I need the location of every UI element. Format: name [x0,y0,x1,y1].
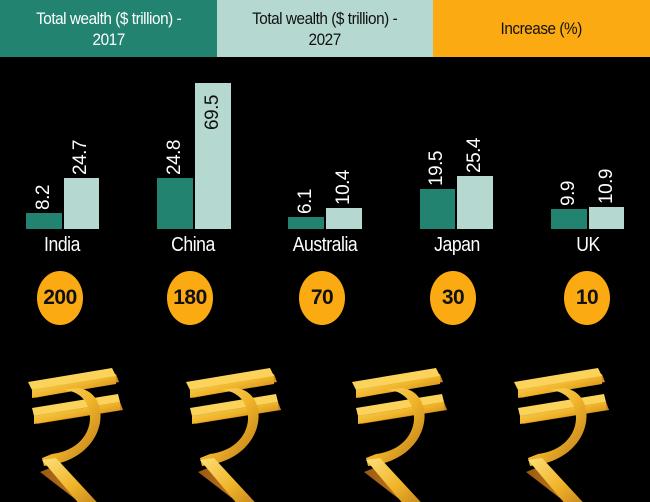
label-china: China [171,234,215,256]
label-uk: UK [576,234,600,256]
legend-2017: Total wealth ($ trillion) - 2017 [0,0,217,57]
bar-uk-2027 [589,207,624,229]
bar-japan-2027 [457,176,493,229]
rupee-icon [180,362,290,502]
rupee-icon [346,362,456,502]
bar-china-2027 [195,83,231,229]
label-japan: Japan [434,234,480,256]
value-china-2017: 24.8 [164,140,185,175]
value-india-2027: 24.7 [70,140,91,175]
value-japan-2027: 25.4 [464,138,485,173]
value-japan-2017: 19.5 [426,151,447,186]
legend-2017-line1: Total wealth ($ trillion) - [35,8,182,28]
bar-india-2017 [26,213,62,229]
increase-badge-australia: 70 [299,271,345,325]
value-australia-2027: 10.4 [333,170,354,205]
legend: Total wealth ($ trillion) - 2017 Total w… [0,0,650,57]
increase-badge-china: 180 [167,271,213,325]
increase-badge-uk: 10 [564,271,610,325]
legend-2027: Total wealth ($ trillion) - 2027 [216,0,434,57]
bar-japan-2017 [420,189,455,229]
legend-increase: Increase (%) [433,0,650,57]
increase-badge-japan: 30 [430,271,476,325]
bar-china-2017 [157,178,193,229]
value-australia-2017: 6.1 [295,189,316,214]
bar-australia-2017 [288,217,324,229]
increase-badge-india: 200 [37,271,83,325]
value-china-2027: 69.5 [202,95,223,130]
value-uk-2027: 10.9 [596,169,617,204]
bar-india-2027 [64,178,99,229]
legend-2027-line2: 2027 [308,29,342,49]
legend-increase-label: Increase (%) [501,19,583,38]
rupee-icon [508,362,618,502]
label-india: India [44,234,80,256]
value-india-2017: 8.2 [33,185,54,210]
bar-australia-2027 [326,208,362,229]
value-uk-2017: 9.9 [558,181,579,206]
label-australia: Australia [292,234,358,256]
legend-2017-line2: 2017 [92,29,125,49]
legend-2027-line1: Total wealth ($ trillion) - [252,8,398,28]
rupee-icon [22,362,132,502]
bar-uk-2017 [551,209,587,229]
